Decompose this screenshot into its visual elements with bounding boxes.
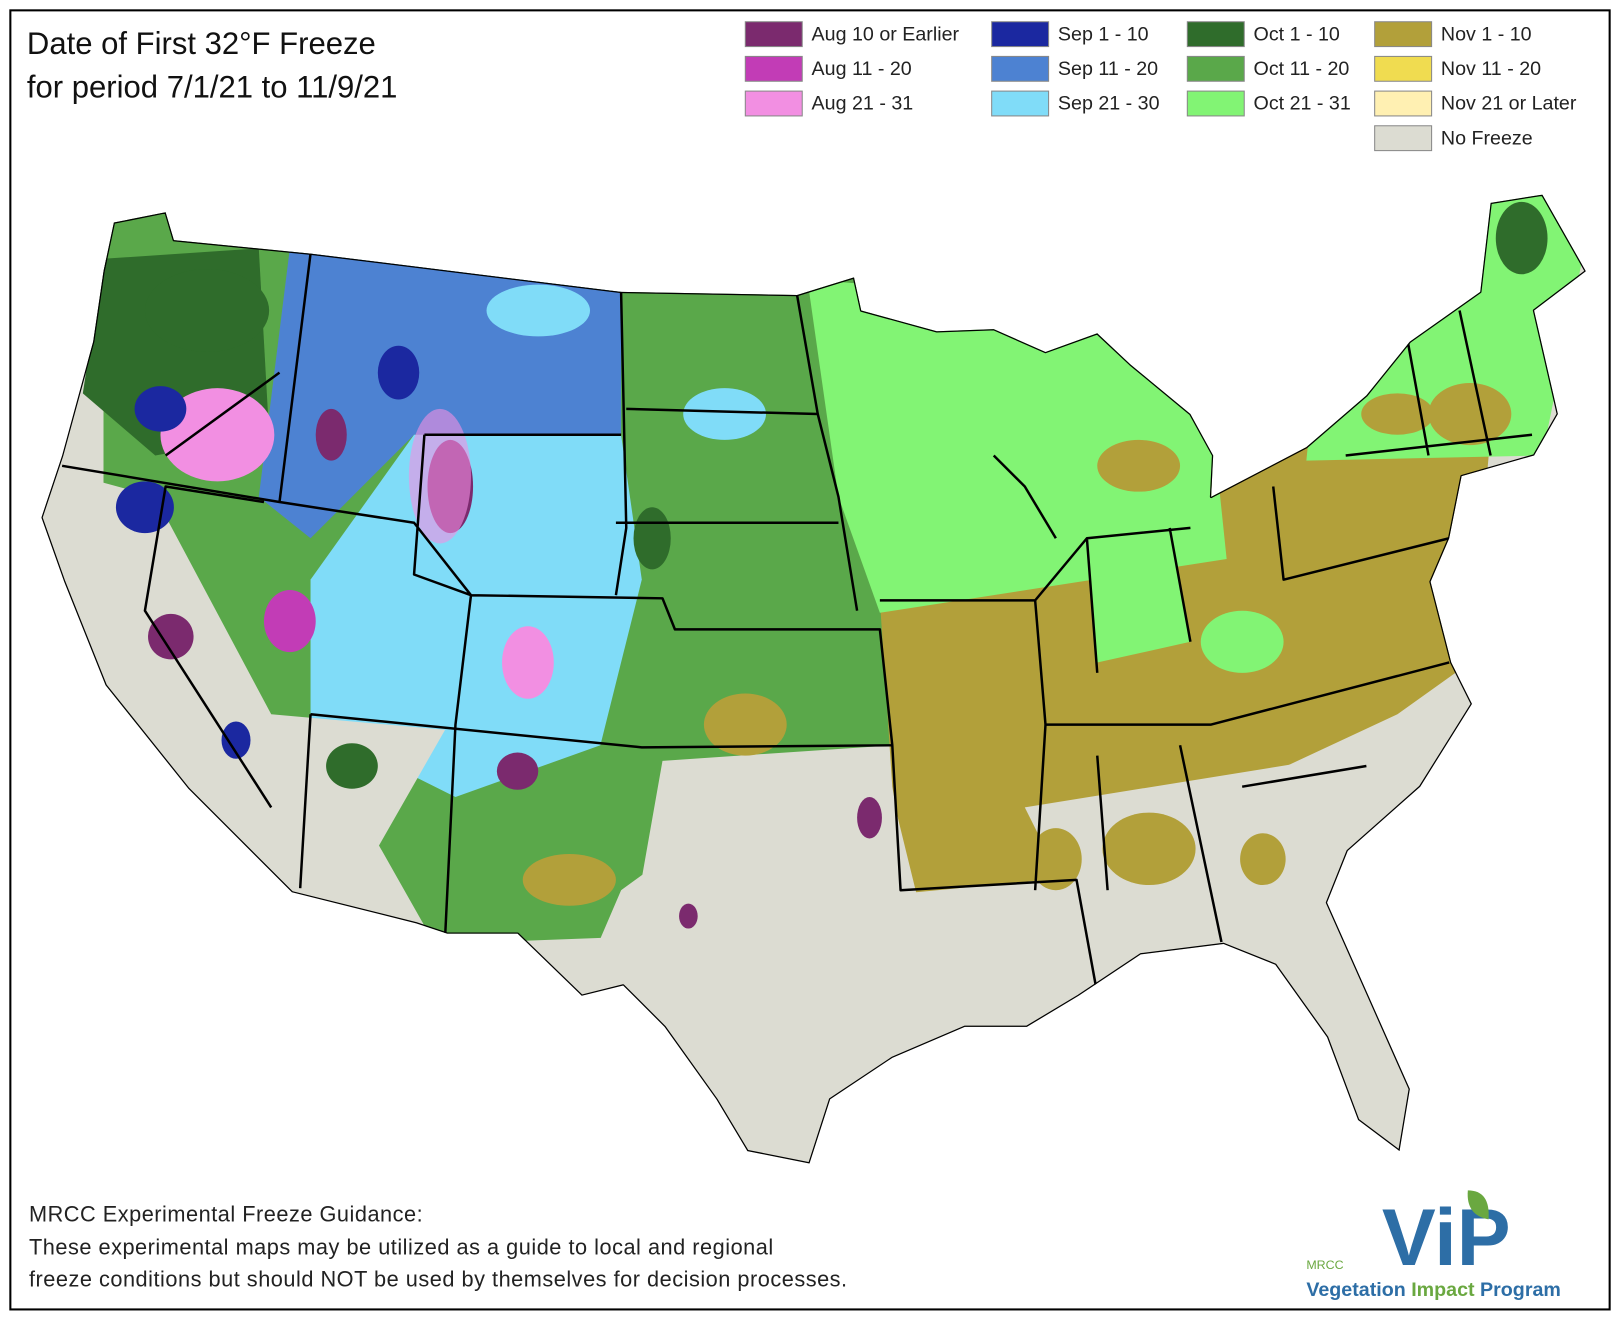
region bbox=[1200, 610, 1284, 673]
logo-name: Vegetation Impact Program bbox=[1306, 1279, 1561, 1301]
region bbox=[144, 269, 270, 352]
legend-swatch bbox=[1186, 55, 1245, 82]
region bbox=[134, 386, 187, 432]
region bbox=[263, 590, 316, 653]
legend-label: Nov 21 or Later bbox=[1441, 93, 1577, 115]
region bbox=[522, 853, 616, 906]
title-line: Date of First 32°F Freeze bbox=[27, 26, 376, 61]
legend-label: Sep 21 - 30 bbox=[1058, 93, 1160, 115]
legend: Aug 10 or Earlier Aug 11 - 20 Aug 21 - 31 S… bbox=[744, 21, 1577, 152]
legend-label: Oct 11 - 20 bbox=[1254, 58, 1350, 80]
logo-org: MRCC bbox=[1306, 1258, 1343, 1272]
logo: MRCC ViP Vegetation Impact Program bbox=[1306, 1190, 1561, 1301]
legend-swatch bbox=[991, 21, 1050, 48]
region bbox=[683, 388, 767, 440]
region bbox=[633, 507, 671, 570]
region bbox=[1102, 812, 1196, 886]
region bbox=[807, 279, 1227, 613]
footer-text: freeze conditions but should NOT be used… bbox=[29, 1267, 848, 1292]
legend-label: Oct 21 - 31 bbox=[1254, 93, 1351, 115]
legend-swatch bbox=[991, 55, 1050, 82]
region bbox=[160, 388, 275, 482]
region bbox=[1029, 828, 1082, 891]
region bbox=[1240, 833, 1286, 886]
legend-swatch bbox=[1374, 55, 1433, 82]
region bbox=[41, 465, 446, 911]
region bbox=[1086, 527, 1191, 663]
legend-label: Nov 1 - 10 bbox=[1441, 23, 1532, 45]
legend-swatch bbox=[1374, 125, 1433, 152]
region bbox=[1428, 382, 1512, 446]
legend-swatch bbox=[1374, 90, 1433, 117]
legend-label: Oct 1 - 10 bbox=[1254, 23, 1340, 45]
legend-swatch bbox=[1186, 90, 1245, 117]
legend-label: Aug 21 - 31 bbox=[812, 93, 914, 115]
region bbox=[221, 721, 251, 759]
legend-label: Aug 11 - 20 bbox=[812, 58, 912, 80]
region bbox=[148, 613, 194, 660]
legend-label: Nov 11 - 20 bbox=[1441, 58, 1541, 80]
legend-label: Aug 10 or Earlier bbox=[812, 23, 960, 45]
legend-swatch bbox=[1374, 21, 1433, 48]
title-line: for period 7/1/21 to 11/9/21 bbox=[27, 69, 398, 104]
region bbox=[1097, 439, 1181, 492]
legend-swatch bbox=[991, 90, 1050, 117]
logo-mark: ViP bbox=[1382, 1193, 1511, 1283]
legend-label: No Freeze bbox=[1441, 127, 1533, 149]
legend-swatch bbox=[744, 21, 803, 48]
region bbox=[496, 752, 539, 790]
region bbox=[703, 693, 787, 756]
region bbox=[315, 408, 347, 461]
region bbox=[486, 284, 591, 337]
region bbox=[502, 626, 554, 699]
region bbox=[857, 797, 882, 839]
footer-text: MRCC Experimental Freeze Guidance: bbox=[29, 1201, 423, 1226]
legend-label: Sep 11 - 20 bbox=[1058, 58, 1158, 80]
region bbox=[310, 434, 642, 798]
region bbox=[1361, 393, 1434, 435]
legend-label: Sep 1 - 10 bbox=[1058, 23, 1149, 45]
region bbox=[1495, 201, 1548, 275]
legend-swatch bbox=[744, 55, 803, 82]
region bbox=[377, 345, 420, 400]
footer-text: These experimental maps may be utilized … bbox=[29, 1235, 774, 1260]
legend-swatch bbox=[1186, 21, 1245, 48]
region bbox=[679, 903, 698, 929]
legend-swatch bbox=[744, 90, 803, 117]
region bbox=[326, 743, 378, 789]
logo-leaf bbox=[1467, 1190, 1489, 1220]
